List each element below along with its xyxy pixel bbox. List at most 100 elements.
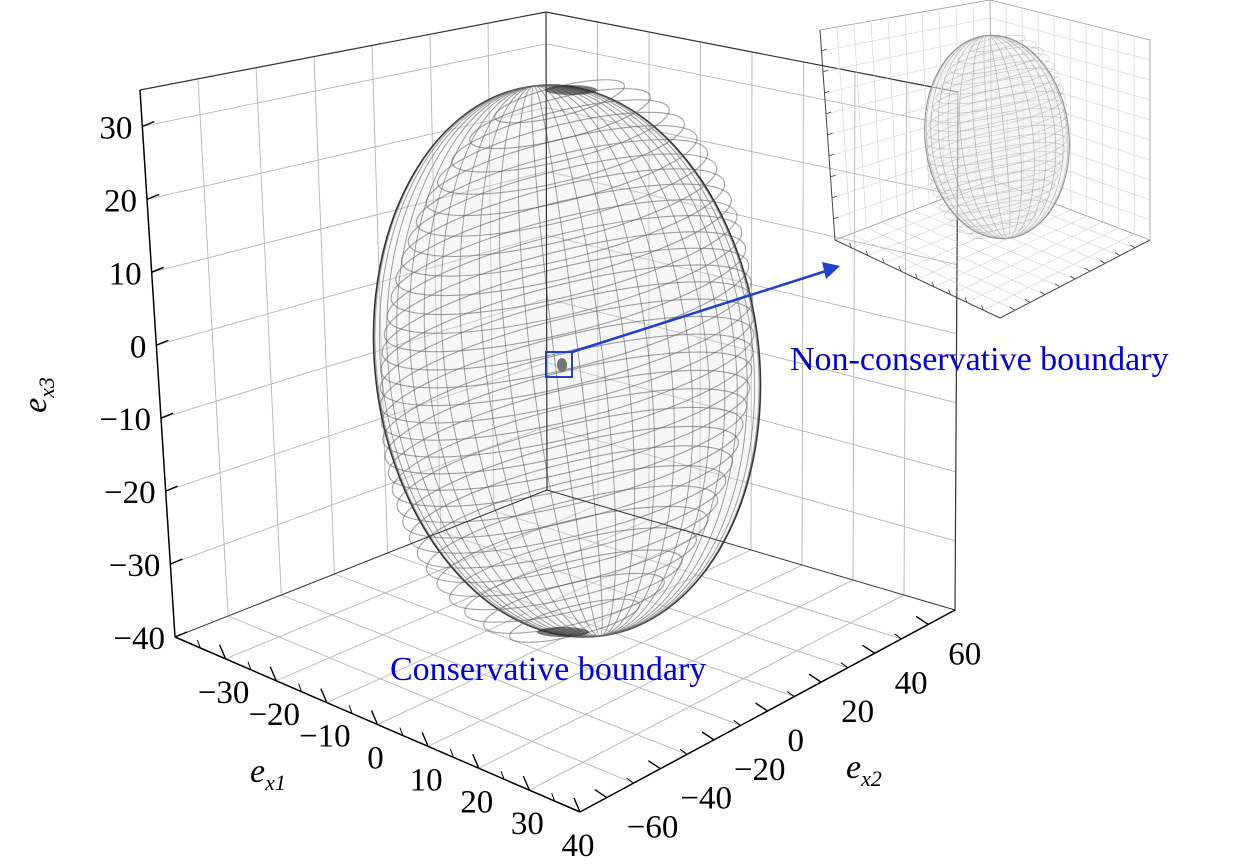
- y-minor-tick: [840, 662, 849, 669]
- left-wall-gridline: [170, 425, 548, 565]
- z-tick-label: −10: [99, 402, 151, 438]
- inset-floor-grid-a: [983, 233, 1135, 311]
- y-tick-mark: [862, 644, 876, 654]
- left-wall-vgridline: [487, 23, 495, 512]
- right-wall-vgridline: [801, 61, 804, 566]
- floor-gridline-y: [387, 552, 795, 697]
- inset-ellipsoid-latitude: [935, 67, 1059, 105]
- z-tick-mark: [170, 558, 183, 565]
- z-tick-mark: [174, 631, 188, 638]
- y-tick-label: 0: [788, 723, 805, 759]
- conservative-boundary-label: Conservative boundary: [390, 651, 706, 688]
- inset-ellipsoid-latitude: [926, 116, 1068, 158]
- ellipsoid-meridian-line: [459, 85, 675, 637]
- floor-gridline-y: [334, 573, 741, 726]
- x-tick-label: −10: [299, 719, 351, 755]
- zoom-arrow-head: [822, 262, 840, 279]
- ellipsoid-meridian-line: [440, 85, 694, 637]
- x-tick-mark: [573, 797, 581, 813]
- floor-back-left-edge: [174, 489, 548, 638]
- inset-y-tick: [1114, 252, 1121, 256]
- inset-ellipsoid-latitude: [950, 199, 1044, 228]
- x-tick-label: 30: [511, 806, 544, 842]
- x-tick-mark: [421, 732, 429, 747]
- inset-ellipsoid-meridian: [937, 35, 1057, 239]
- ellipsoid-meridian-line: [498, 85, 636, 637]
- floor-gridline-x: [377, 549, 752, 725]
- inset-ellipsoid-latitude: [927, 133, 1067, 175]
- inset-x-tick: [915, 273, 918, 280]
- inset-y-tick: [1129, 244, 1136, 249]
- inset-ellipsoid-meridian: [972, 35, 1022, 239]
- inset-ellipsoid-meridian: [959, 35, 1035, 239]
- x-tick-mark: [320, 688, 328, 703]
- inset-ellipsoid-meridian: [983, 35, 1011, 239]
- ellipsoid-bottom-pole: [537, 627, 589, 637]
- inset-y-tick: [1084, 267, 1091, 272]
- ellipsoid-meridian-line: [386, 84, 748, 638]
- inset-floor-grid-a: [933, 215, 1087, 288]
- ellipsoid-latitude-line: [400, 168, 726, 277]
- left-wall-gridline: [160, 298, 547, 419]
- inset-ellipsoid-latitude: [926, 124, 1068, 167]
- y-tick-label: 20: [841, 694, 874, 730]
- inset-ellipsoid-meridian: [930, 35, 1064, 239]
- x-tick-mark: [269, 666, 277, 682]
- ellipsoid-outline: [372, 84, 762, 638]
- z-tick-label: 0: [130, 329, 147, 365]
- floor-back-right-edge: [546, 489, 956, 611]
- inset-ellipsoid-latitude: [935, 169, 1059, 207]
- ellipsoid-meridian-line: [378, 84, 756, 638]
- ellipsoid-latitude-line: [386, 215, 743, 334]
- z-tick-label: 10: [109, 256, 142, 292]
- inset-ellipsoid-meridian: [925, 34, 1069, 240]
- left-wall-gridline: [151, 170, 547, 273]
- floor-gridline-x: [225, 504, 599, 660]
- non-conservative-boundary-label: Non-conservative boundary: [790, 341, 1169, 378]
- ellipsoid-latitude-line: [408, 445, 734, 554]
- x-minor-tick: [399, 727, 404, 736]
- inset-ellipsoid-latitude: [944, 189, 1050, 221]
- ellipsoid-meridian-line: [531, 85, 603, 637]
- x-tick-label: −20: [248, 697, 300, 733]
- x-tick-label: −30: [198, 675, 250, 711]
- ellipsoid-latitude-line: [449, 527, 697, 611]
- highlight-box: [545, 351, 573, 378]
- ellipsoid-latitude-line: [391, 388, 748, 507]
- z-tick-mark: [142, 120, 155, 128]
- back-right-top-edge: [545, 11, 959, 93]
- inset-y-tick: [1039, 291, 1046, 295]
- x-axis-label-sub: x1: [264, 770, 286, 795]
- ellipsoid-meridian-line: [498, 85, 636, 637]
- inset-ellipsoid-latitude: [944, 53, 1050, 85]
- left-wall-gridline: [156, 234, 547, 346]
- back-vertical-edge: [545, 11, 548, 491]
- z-tick-label: −20: [104, 475, 156, 511]
- inset-x-tick: [865, 250, 869, 256]
- x-tick-mark: [472, 753, 480, 769]
- inset-ellipsoid-outline: [924, 34, 1070, 240]
- z-axis-ticks: −40 −30 −20 −10 0 10 20 30: [99, 110, 188, 657]
- inset-y-tick: [1069, 275, 1076, 280]
- y-tick-label: 40: [895, 665, 928, 701]
- inset-left-wall-vgrid: [904, 14, 914, 211]
- y-axis-label-main: e: [846, 749, 861, 786]
- ellipsoid-meridian-line: [408, 84, 726, 638]
- ellipsoid-meridian-line: [374, 84, 760, 638]
- right-wall-vgridline: [852, 71, 856, 581]
- inset-y-tick: [1024, 299, 1031, 303]
- y-tick-mark: [594, 788, 608, 799]
- inset-ellipsoid-meridian: [983, 35, 1011, 239]
- y-minor-tick: [733, 720, 742, 726]
- back-left-top-edge: [139, 11, 547, 91]
- inset-z-tick: [830, 174, 836, 178]
- inset-x-tick: [981, 305, 984, 311]
- inset-ellipsoid-latitude: [927, 99, 1067, 141]
- x-minor-tick: [196, 639, 201, 649]
- z-tick-label: 20: [104, 183, 137, 219]
- ellipsoid-latitude-line: [381, 247, 750, 371]
- ellipsoid-meridian-line: [478, 85, 656, 637]
- inset-x-tick: [931, 281, 935, 287]
- z-axis-label-main: e: [17, 398, 54, 413]
- y-tick-mark: [808, 673, 822, 683]
